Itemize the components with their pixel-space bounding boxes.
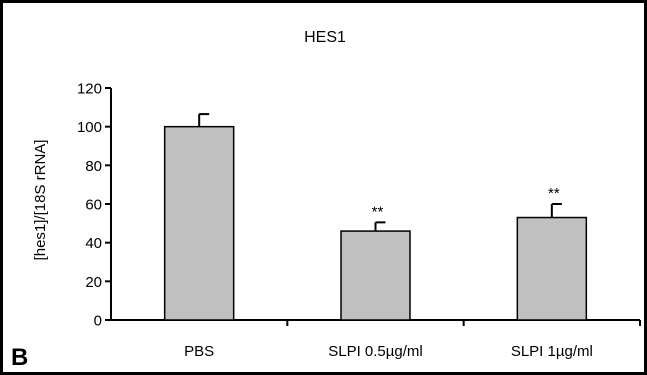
bar-chart: HES1 [hes1]/[18S rRNA] B 0 20 40 60 80 100 120…	[11, 29, 641, 371]
y-tick-label: 60	[85, 197, 102, 214]
bar	[516, 216, 588, 321]
x-tick-label: SLPI 1µg/ml	[511, 343, 593, 360]
y-axis-label: [hes1]/[18S rRNA]	[32, 140, 49, 261]
bar	[163, 125, 235, 321]
y-tick-label: 20	[85, 274, 102, 291]
x-tick-label: PBS	[184, 343, 214, 360]
significance-label: **	[372, 203, 384, 220]
y-tick-label: 120	[77, 81, 102, 98]
y-tick-label: 0	[94, 313, 102, 330]
y-tick-label: 80	[85, 158, 102, 175]
chart-title: HES1	[304, 29, 346, 46]
panel-label: B	[11, 344, 28, 371]
x-tick-label: SLPI 0.5µg/ml	[328, 343, 423, 360]
significance-label: **	[548, 185, 560, 202]
y-tick-label: 100	[77, 119, 102, 136]
y-tick-label: 40	[85, 235, 102, 252]
x-axis: PBS SLPI 0.5µg/ml SLPI 1µg/ml	[184, 343, 593, 360]
bar	[340, 230, 411, 321]
bars: ** **	[163, 113, 588, 321]
